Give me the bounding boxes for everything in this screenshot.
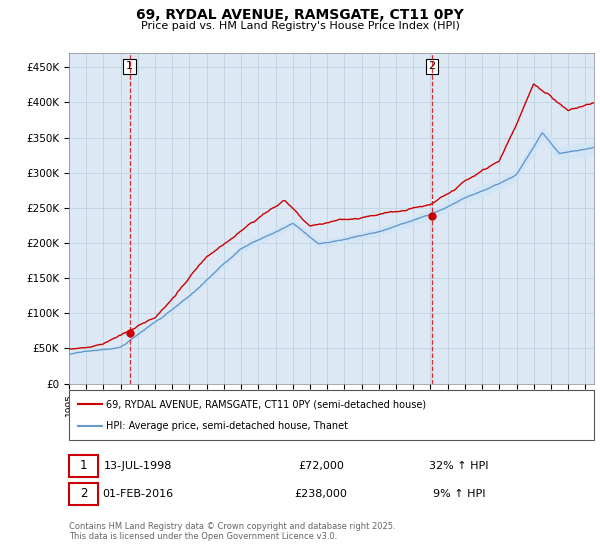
Text: 1: 1 bbox=[126, 62, 133, 72]
Text: 01-FEB-2016: 01-FEB-2016 bbox=[103, 489, 173, 499]
Text: £238,000: £238,000 bbox=[295, 489, 347, 499]
Text: Contains HM Land Registry data © Crown copyright and database right 2025.
This d: Contains HM Land Registry data © Crown c… bbox=[69, 522, 395, 542]
Text: HPI: Average price, semi-detached house, Thanet: HPI: Average price, semi-detached house,… bbox=[106, 421, 348, 431]
Text: 69, RYDAL AVENUE, RAMSGATE, CT11 0PY (semi-detached house): 69, RYDAL AVENUE, RAMSGATE, CT11 0PY (se… bbox=[106, 399, 427, 409]
Text: 32% ↑ HPI: 32% ↑ HPI bbox=[429, 461, 489, 471]
Text: 69, RYDAL AVENUE, RAMSGATE, CT11 0PY: 69, RYDAL AVENUE, RAMSGATE, CT11 0PY bbox=[136, 8, 464, 22]
Text: 2: 2 bbox=[428, 62, 436, 72]
Text: 13-JUL-1998: 13-JUL-1998 bbox=[104, 461, 172, 471]
Text: £72,000: £72,000 bbox=[298, 461, 344, 471]
Text: 9% ↑ HPI: 9% ↑ HPI bbox=[433, 489, 485, 499]
Text: Price paid vs. HM Land Registry's House Price Index (HPI): Price paid vs. HM Land Registry's House … bbox=[140, 21, 460, 31]
Text: 1: 1 bbox=[80, 459, 87, 473]
Text: 2: 2 bbox=[80, 487, 87, 501]
